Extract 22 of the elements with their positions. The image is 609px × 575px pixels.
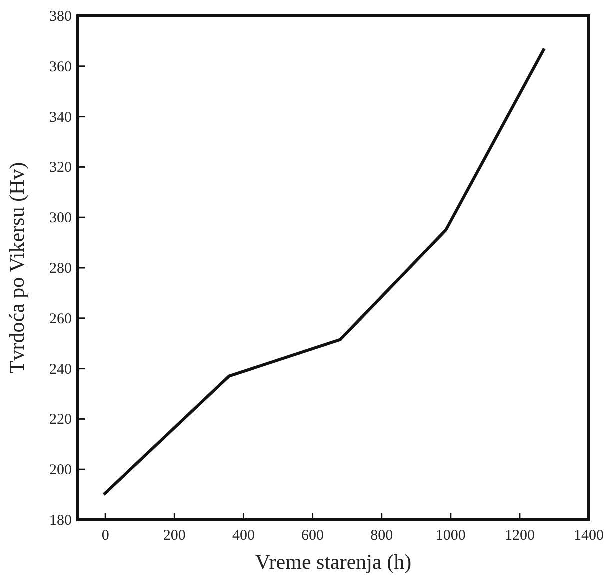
line-series [102, 47, 546, 496]
y-tick-label: 240 [50, 362, 72, 378]
y-tick-label: 380 [50, 9, 72, 25]
y-tick-label: 200 [50, 462, 72, 479]
y-tick-label: 300 [50, 210, 72, 227]
y-tick-label: 340 [50, 110, 72, 126]
x-tick-label: 1000 [436, 528, 466, 544]
y-tick-label: 180 [50, 513, 72, 529]
x-tick-label: 0 [102, 528, 110, 544]
y-tick-label: 220 [50, 412, 72, 428]
x-tick-label: 1400 [574, 528, 604, 544]
x-tick-label: 1200 [504, 528, 535, 544]
y-tick-label: 260 [50, 311, 72, 328]
y-tick-label: 320 [50, 160, 72, 176]
x-tick-label: 600 [302, 528, 324, 544]
y-tick-label: 360 [50, 59, 72, 76]
x-axis-title: Vreme starenja (h) [255, 550, 412, 574]
x-tick-label: 800 [370, 528, 394, 544]
x-tick-label: 200 [163, 528, 186, 544]
y-axis-title: Tvrdoća po Vikersu (Hv) [5, 162, 29, 374]
y-tick-label: 280 [50, 261, 72, 277]
x-tick-label: 400 [232, 528, 255, 544]
